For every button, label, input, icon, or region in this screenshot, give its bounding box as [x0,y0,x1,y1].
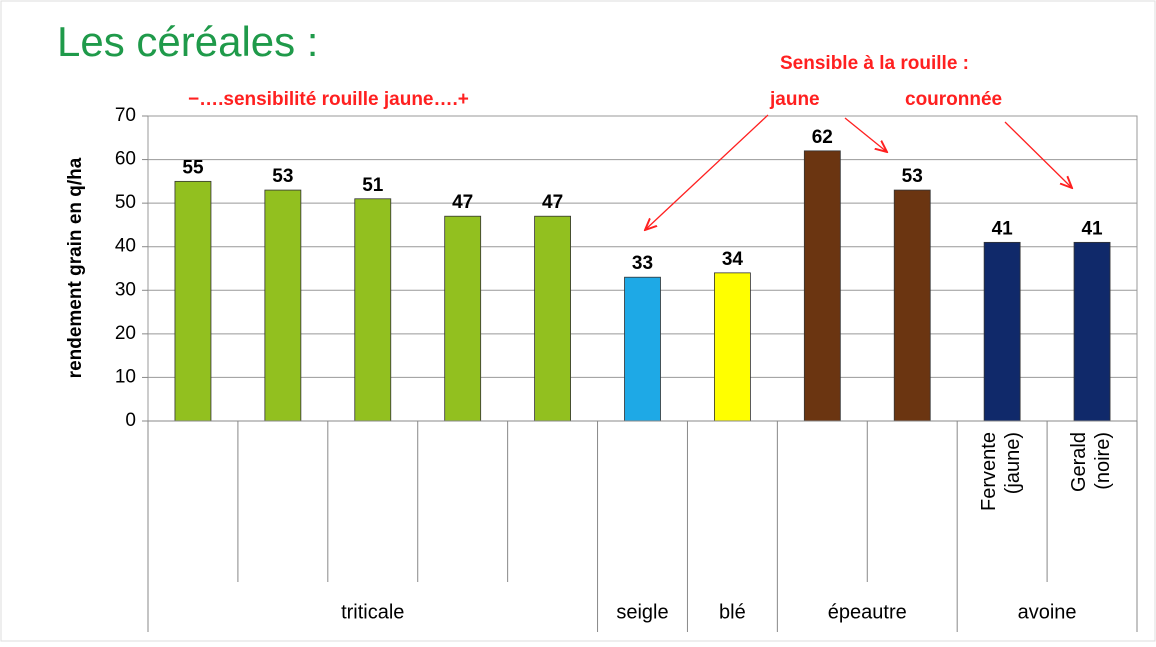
bar [803,150,841,422]
y-tick-label: 50 [115,192,136,213]
group-label: épeautre [828,601,907,623]
data-label: 34 [722,249,744,270]
group-label: seigle [616,601,668,623]
annotation: jaune [769,89,820,110]
bar [354,198,392,422]
bar [624,276,661,422]
data-label: 55 [182,157,204,178]
bar [983,241,1021,422]
y-tick-label: 10 [115,366,136,387]
bar [714,272,751,422]
y-tick-label: 40 [115,236,136,257]
data-label: 41 [1081,218,1103,239]
bar [444,215,482,422]
group-label: blé [719,601,746,623]
chart-title: Les céréales : [57,18,318,65]
bar [893,189,931,422]
data-label: 62 [812,127,833,148]
x-tick-label: Fervente (jaune) [978,432,1024,511]
x-tick-label: Gerald (noire) [1068,432,1114,492]
group-label: triticale [341,601,404,623]
data-label: 41 [992,218,1014,239]
y-axis-label: rendement grain en q/ha [65,157,86,378]
y-tick-label: 30 [115,279,136,300]
arrow [645,114,769,230]
group-label: avoine [1018,601,1077,623]
y-tick-label: 70 [115,105,136,126]
bar [534,215,571,422]
data-label: 47 [542,192,563,213]
bar [1073,241,1111,422]
y-tick-label: 0 [125,410,136,431]
y-tick-label: 60 [115,149,136,170]
y-tick-label: 20 [115,323,136,344]
bar [174,180,212,422]
arrow [844,117,887,152]
arrows [645,114,1072,230]
bar [264,189,302,422]
data-label: 33 [632,253,653,274]
data-label: 53 [272,166,293,187]
data-label: 47 [452,192,473,213]
arrow [1004,121,1072,188]
annotation: Sensible à la rouille : [780,53,969,74]
data-label: 51 [362,175,384,196]
annotation: −….sensibilité rouille jaune….+ [188,89,469,110]
data-label: 53 [902,166,923,187]
annotation: couronnée [905,89,1002,110]
